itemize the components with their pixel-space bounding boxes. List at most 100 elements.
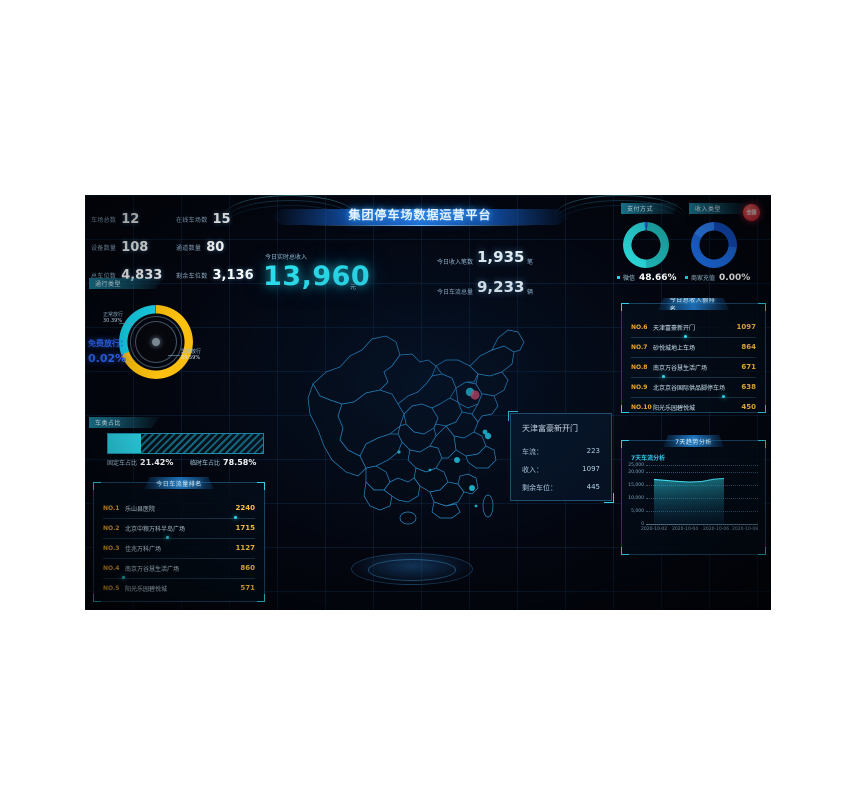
map-base-platform-inner (368, 559, 456, 581)
rank-value: 638 (741, 383, 756, 391)
rank-name: 乐山县医院 (125, 505, 156, 513)
scope-badge[interactable]: 全国 (743, 204, 760, 221)
table-row[interactable]: NO.8 南京万谷慧生活广场 671 (631, 357, 756, 378)
income-type-donut[interactable] (691, 222, 737, 268)
panel-corner (621, 440, 629, 448)
income-type-legend-pct: 0.00% (719, 273, 751, 283)
decor-dot (234, 516, 237, 519)
stat-device-count: 设备数量 108 (91, 235, 148, 255)
gauge-free-pass-label: 免费放行： (88, 339, 128, 348)
dashboard-root: 集团停车场数据运营平台 车场总数 12 在线车场数 15 设备数量 108 通道数量 8… (85, 195, 771, 610)
rank-value: 1127 (235, 544, 255, 552)
china-map[interactable] (280, 310, 540, 540)
kpi-count-label: 今日收入笔数 (437, 259, 474, 266)
income-type-legend: 商家充值 0.00% (685, 273, 750, 283)
rank-name: 南京万谷慧生活广场 (653, 364, 708, 372)
gauge-free-pass-pct: 0.02% (88, 352, 127, 365)
stat-value: 80 (206, 240, 225, 255)
panel-corner (758, 303, 766, 311)
tooltip-row-label: 收入： (522, 466, 543, 474)
x-axis-tick: 2020-10-06 (703, 527, 730, 532)
scope-badge-label: 全国 (746, 210, 757, 216)
flow-rank-title: 今日车流量排名 (144, 477, 214, 489)
x-axis-line (646, 524, 758, 525)
rank-no: NO.5 (103, 584, 120, 592)
table-row[interactable]: NO.3 佳兆万科广场 1127 (103, 538, 255, 559)
rank-name: 北京京谷国际供品脚停车场 (653, 384, 726, 392)
table-row[interactable]: NO.9 北京京谷国际供品脚停车场 638 (631, 377, 756, 398)
kpi-main-label: 今日实时总收入 (265, 254, 308, 261)
table-row[interactable]: NO.6 天津富豪新开门 1097 (631, 317, 756, 338)
kpi-count-unit: 笔 (527, 259, 534, 266)
rank-no: NO.3 (103, 544, 120, 552)
rank-no: NO.6 (631, 323, 648, 331)
income-rank-panel: 今日总收入额排名 NO.6 天津富豪新开门 1097 NO.7 砂悦城地上车场 … (621, 298, 766, 413)
section-header-pass-type: 通行类型 (89, 278, 164, 289)
tooltip-row-income: 收入： 1097 (522, 465, 600, 475)
gauge-label-abnormal: 异常放行 69.59% (181, 348, 201, 361)
tooltip-row-value: 445 (586, 483, 600, 491)
kpi-count-value: 1,935 (477, 248, 525, 266)
table-row[interactable]: NO.7 砂悦城地上车场 864 (631, 337, 756, 358)
panel-corner (621, 303, 629, 311)
rank-value: 2240 (235, 504, 255, 512)
section-header-label: 收入类型 (695, 206, 722, 213)
trend-panel-title: 7天趋势分析 (663, 435, 724, 447)
rank-value: 864 (741, 343, 756, 351)
section-header-income-type: 收入类型 (689, 203, 748, 214)
decor-dot (662, 375, 665, 378)
swoosh-right-decor (555, 195, 685, 235)
rank-value: 671 (741, 363, 756, 371)
trend-area-chart[interactable] (646, 461, 758, 524)
y-axis-tick: 25,000 (628, 463, 644, 468)
map-tooltip: 天津富豪新开门 车流： 223 收入： 1097 剩余车位： 445 (508, 411, 614, 503)
y-axis-tick: 10,000 (628, 496, 644, 501)
kpi-flow-value: 9,233 (477, 278, 525, 296)
trend-panel-title-label: 7天趋势分析 (675, 438, 712, 446)
rank-no: NO.4 (103, 564, 120, 572)
stat-total-lots: 车场总数 12 (91, 207, 139, 227)
tooltip-title: 天津富豪新开门 (522, 424, 578, 433)
rank-name: 北京中粮万科半岛广场 (125, 525, 186, 533)
pay-type-legend-pct: 48.66% (639, 273, 677, 283)
panel-corner (758, 440, 766, 448)
rank-value: 571 (240, 584, 255, 592)
table-row[interactable]: NO.1 乐山县医院 2240 (103, 498, 255, 519)
table-row[interactable]: NO.2 北京中粮万科半岛广场 1715 (103, 518, 255, 539)
pay-type-donut[interactable] (623, 222, 669, 268)
flow-rank-title-label: 今日车流量排名 (156, 480, 202, 488)
trend-panel: 7天趋势分析 7天车流分析 0 5,000 10,000 15,000 20,0… (621, 435, 766, 555)
car-ratio-legend-temp: 临时车占比 78.58% (190, 458, 256, 467)
rank-no: NO.1 (103, 504, 120, 512)
rank-value: 1715 (235, 524, 255, 532)
income-type-donut-ring (691, 222, 737, 268)
gauge-label-abnormal-pct: 69.59% (181, 355, 201, 361)
tooltip-corner (604, 493, 614, 503)
rank-value: 860 (240, 564, 255, 572)
stat-online-lots: 在线车场数 15 (176, 207, 231, 227)
legend-swatch-icon (685, 276, 688, 279)
car-ratio-temp-label: 临时车占比 (190, 460, 221, 467)
stat-value: 108 (121, 240, 149, 255)
rank-name: 南京万谷慧生活广场 (125, 565, 180, 573)
page-title: 集团停车场数据运营平台 (348, 208, 492, 222)
panel-corner (93, 594, 101, 602)
table-row[interactable]: NO.4 南京万谷慧生活广场 860 (103, 558, 255, 579)
income-rank-title: 今日总收入额排名 (657, 298, 730, 310)
rank-no: NO.10 (631, 403, 652, 411)
stat-label: 通道数量 (176, 245, 202, 252)
header-banner: 集团停车场数据运营平台 (270, 199, 570, 231)
income-type-legend-label: 商家充值 (691, 275, 716, 282)
kpi-flow-unit: 辆 (527, 289, 534, 296)
kpi-main-unit: 元 (350, 284, 357, 291)
rank-no: NO.7 (631, 343, 648, 351)
table-row[interactable]: NO.5 阳光乐园碧悦城 571 (103, 578, 255, 598)
table-row[interactable]: NO.10 阳光乐园碧悦城 450 (631, 397, 756, 417)
stat-label: 车场总数 (91, 217, 117, 224)
tooltip-row-value: 223 (586, 447, 600, 455)
panel-corner (621, 547, 629, 555)
stat-channel-count: 通道数量 80 (176, 235, 224, 255)
pay-type-legend: 微信 48.66% (617, 273, 677, 283)
y-axis-tick: 5,000 (631, 509, 644, 514)
leader-line-normal (119, 323, 133, 324)
